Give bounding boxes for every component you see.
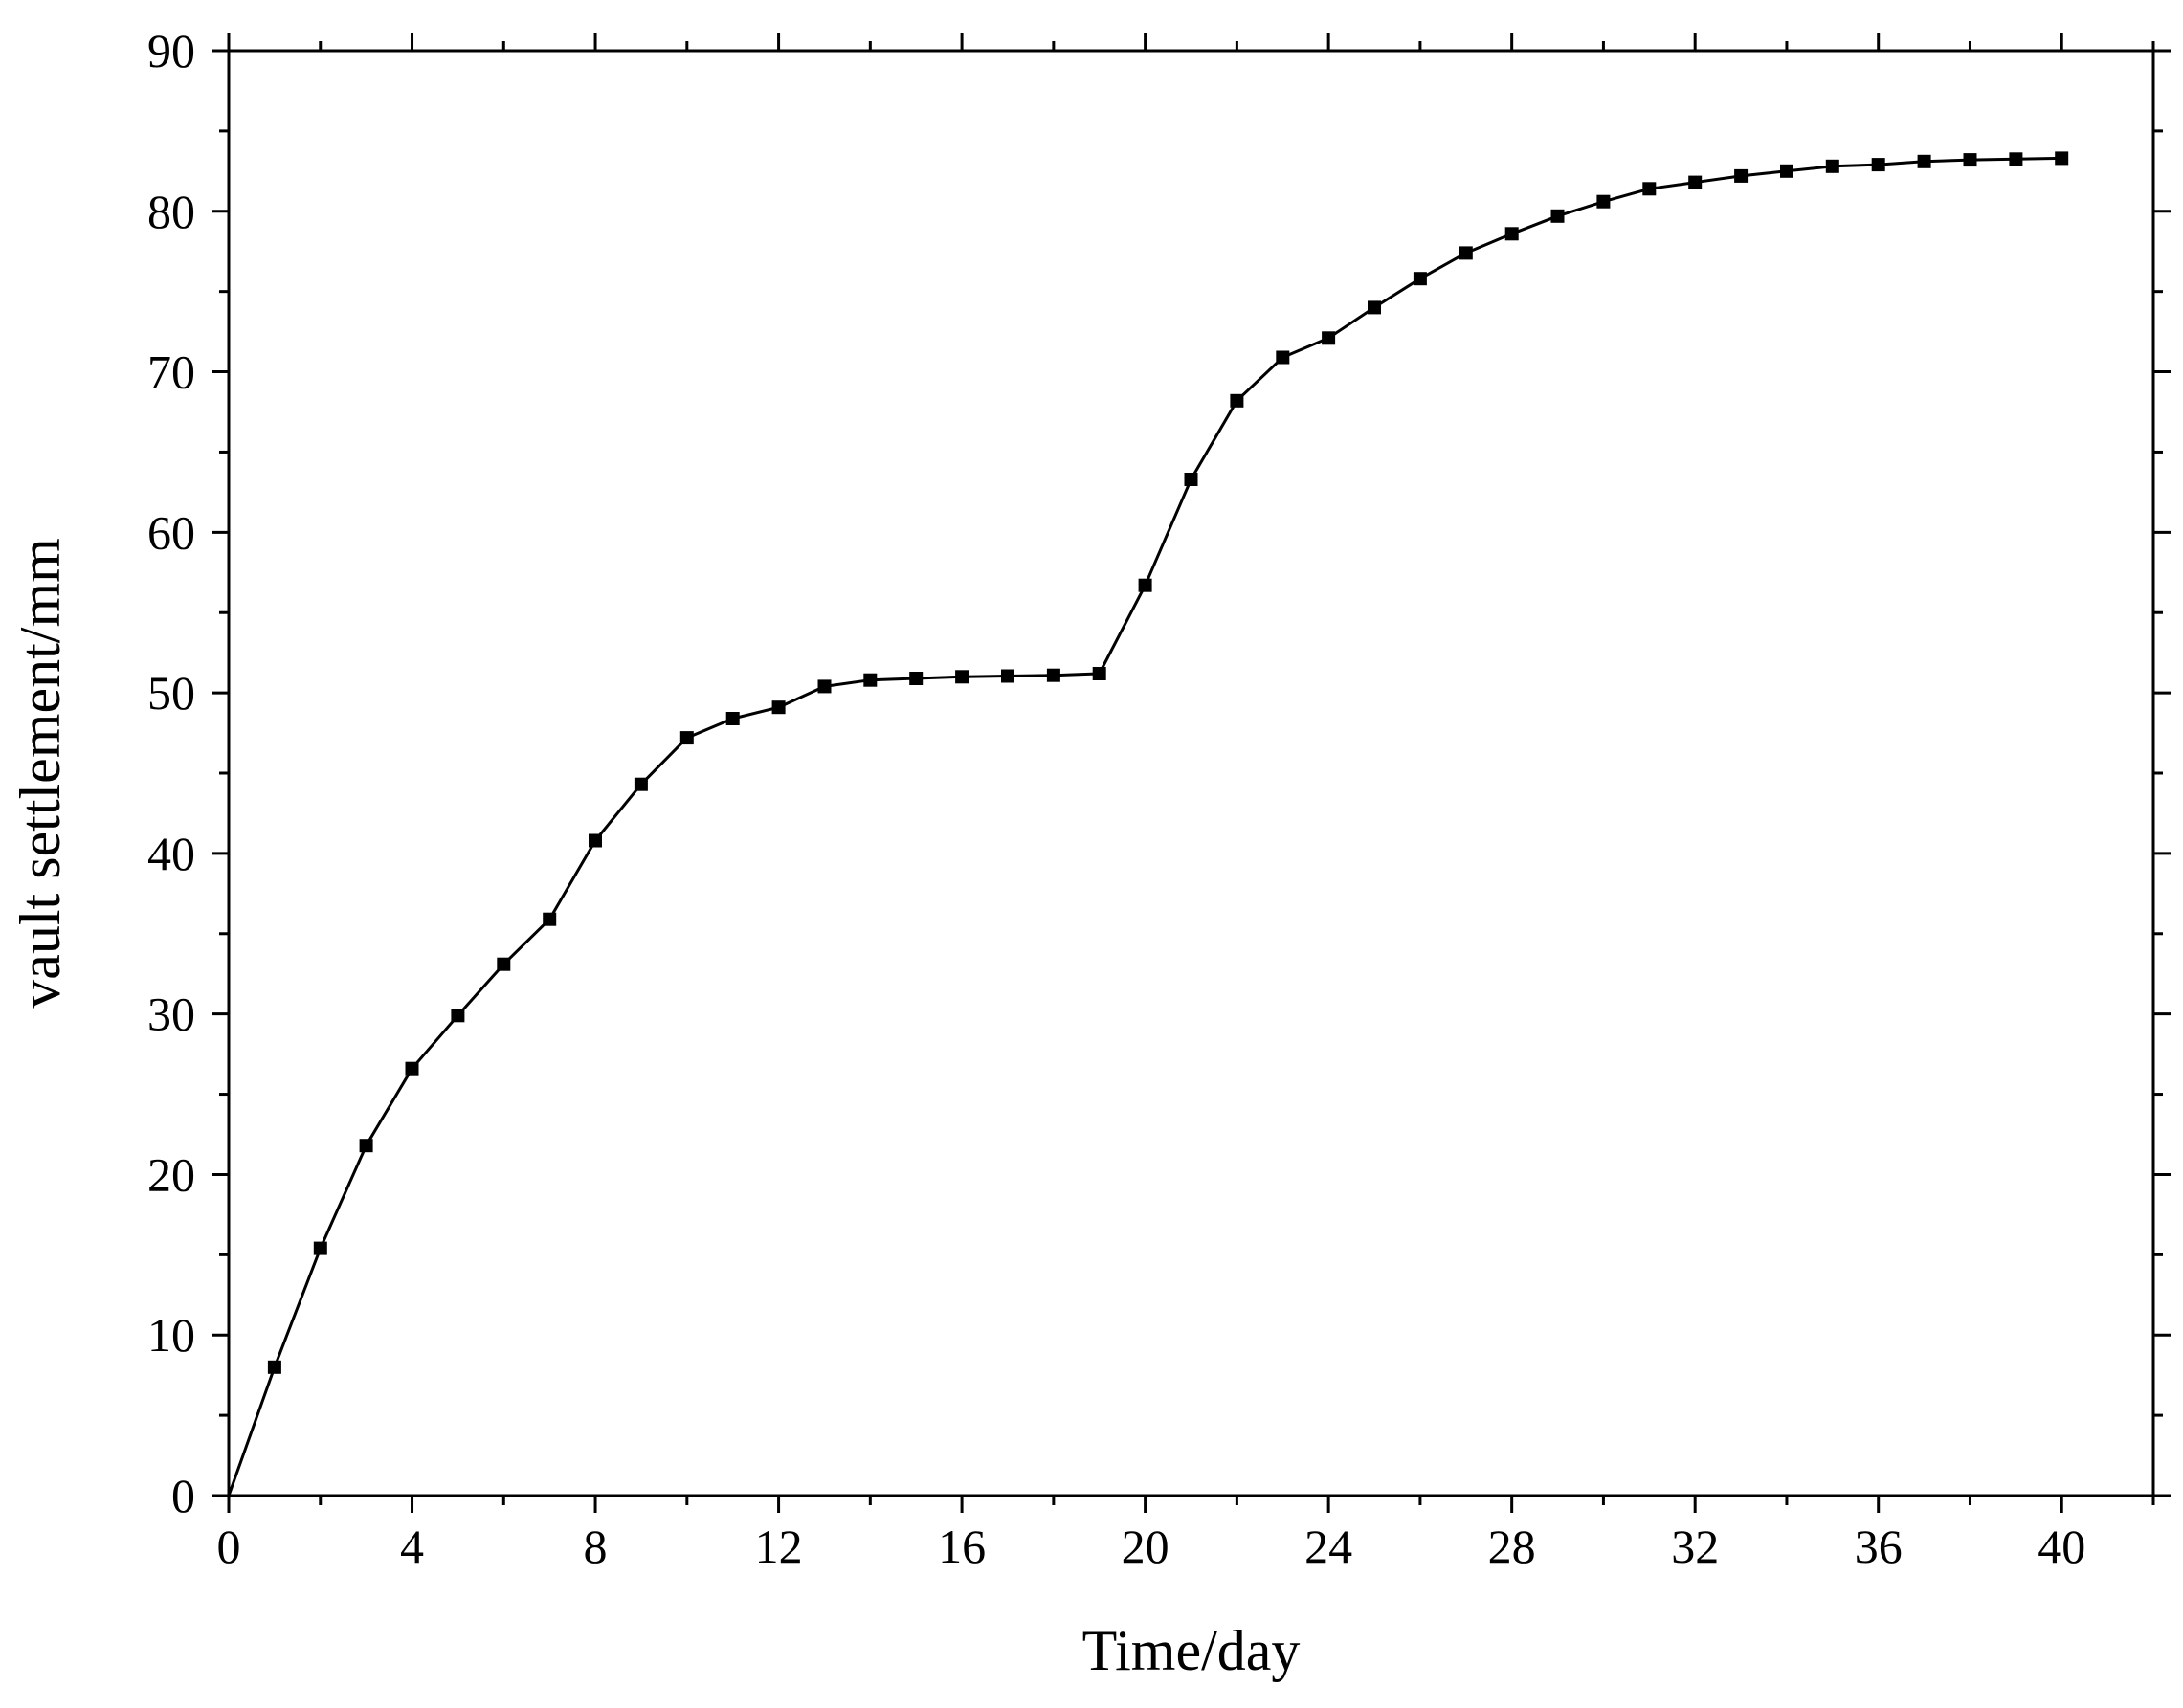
data-point — [1688, 175, 1703, 189]
data-point — [725, 712, 740, 725]
y-tick-label: 10 — [147, 1308, 195, 1362]
data-point — [497, 957, 511, 971]
data-point — [1230, 393, 1244, 408]
data-point — [1046, 668, 1060, 682]
data-point — [1092, 667, 1106, 680]
data-point — [1780, 164, 1793, 178]
data-point — [1825, 159, 1839, 173]
y-tick-label: 50 — [147, 666, 195, 720]
data-point — [405, 1061, 419, 1076]
data-point — [1459, 246, 1473, 260]
data-point — [543, 912, 557, 926]
data-point — [634, 777, 648, 791]
data-point — [2009, 152, 2023, 166]
x-tick-label: 16 — [938, 1519, 986, 1573]
x-tick-label: 28 — [1488, 1519, 1536, 1573]
data-point — [817, 679, 832, 694]
data-point — [1871, 158, 1885, 172]
series-layer — [227, 151, 2069, 1497]
x-axis-title: Time/day — [1082, 1619, 1301, 1682]
data-point — [1184, 473, 1198, 486]
x-tick-label: 36 — [1855, 1519, 1903, 1573]
y-tick-label: 30 — [147, 987, 195, 1041]
data-point — [863, 673, 878, 687]
data-point — [589, 833, 602, 848]
data-point — [1001, 669, 1014, 683]
data-point — [313, 1241, 327, 1255]
x-tick-label: 32 — [1671, 1519, 1719, 1573]
plot-frame — [227, 49, 2155, 1497]
data-point — [771, 700, 786, 715]
data-point — [1734, 168, 1749, 183]
data-point — [1596, 194, 1611, 209]
y-axis-title: vault settlement/mm — [9, 538, 72, 1009]
data-point — [1917, 154, 1931, 168]
data-point — [1642, 182, 1657, 196]
x-tick-label: 8 — [584, 1519, 608, 1573]
data-point — [1963, 153, 1977, 167]
minor-ticks — [219, 41, 2163, 1505]
data-point — [909, 672, 924, 685]
data-point — [267, 1360, 281, 1374]
series-line — [227, 156, 2062, 1497]
x-tick-label: 20 — [1122, 1519, 1169, 1573]
data-point — [679, 731, 694, 745]
data-point — [1138, 578, 1152, 592]
data-point — [2055, 151, 2069, 166]
y-tick-label: 80 — [147, 185, 195, 238]
major-ticks — [212, 33, 2171, 1513]
y-tick-label: 40 — [147, 827, 195, 880]
x-tick-label: 12 — [755, 1519, 803, 1573]
y-tick-label: 70 — [147, 345, 195, 399]
data-point — [1413, 272, 1427, 286]
x-tick-label: 24 — [1304, 1519, 1352, 1573]
tick-labels: 0 4 8 12 16 20 24 28 32 36 40 0 10 20 30 40 50 60 70 80 90 — [147, 24, 2085, 1573]
data-point — [1368, 300, 1381, 315]
y-tick-label: 90 — [147, 24, 195, 78]
data-point — [955, 670, 969, 684]
data-point — [359, 1139, 373, 1153]
data-point — [1322, 331, 1336, 345]
data-point — [1550, 209, 1565, 223]
data-point — [1276, 350, 1290, 365]
data-point — [451, 1009, 465, 1023]
x-tick-label: 0 — [217, 1519, 241, 1573]
y-tick-label: 0 — [171, 1469, 195, 1522]
y-tick-label: 20 — [147, 1147, 195, 1201]
y-tick-label: 60 — [147, 505, 195, 559]
x-tick-label: 40 — [2038, 1519, 2085, 1573]
x-tick-label: 4 — [400, 1519, 424, 1573]
data-point — [1504, 227, 1519, 241]
